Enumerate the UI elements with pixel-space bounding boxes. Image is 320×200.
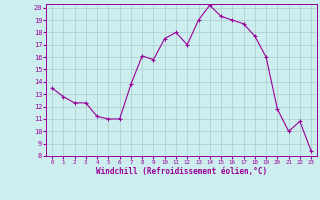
X-axis label: Windchill (Refroidissement éolien,°C): Windchill (Refroidissement éolien,°C) bbox=[96, 167, 267, 176]
